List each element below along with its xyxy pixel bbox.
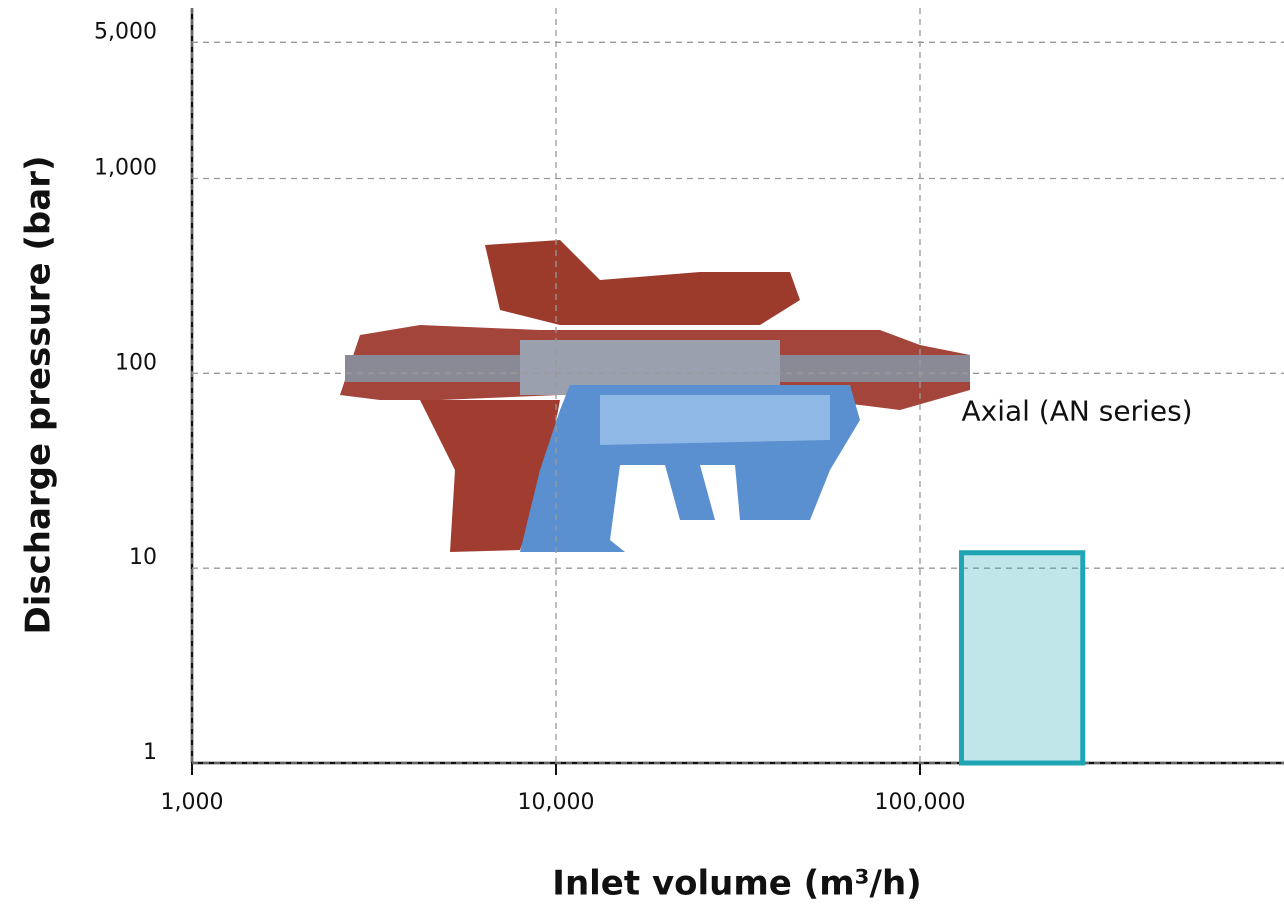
y-tick-label: 1,000 [94, 155, 157, 180]
y-axis-label: Discharge pressure (bar) [19, 155, 59, 634]
compressor-illustration [340, 240, 970, 552]
y-tick-label: 1 [143, 740, 157, 765]
y-tick-label: 100 [115, 350, 157, 375]
x-tick-label: 100,000 [875, 790, 966, 815]
region-label: Axial (AN series) [961, 395, 1192, 428]
x-axis-label: Inlet volume (m³/h) [552, 864, 921, 904]
y-tick-label: 5,000 [94, 19, 157, 44]
x-tick-label: 1,000 [161, 790, 224, 815]
y-tick-label: 10 [129, 545, 157, 570]
x-tick-label: 10,000 [518, 790, 595, 815]
region [958, 550, 1086, 766]
